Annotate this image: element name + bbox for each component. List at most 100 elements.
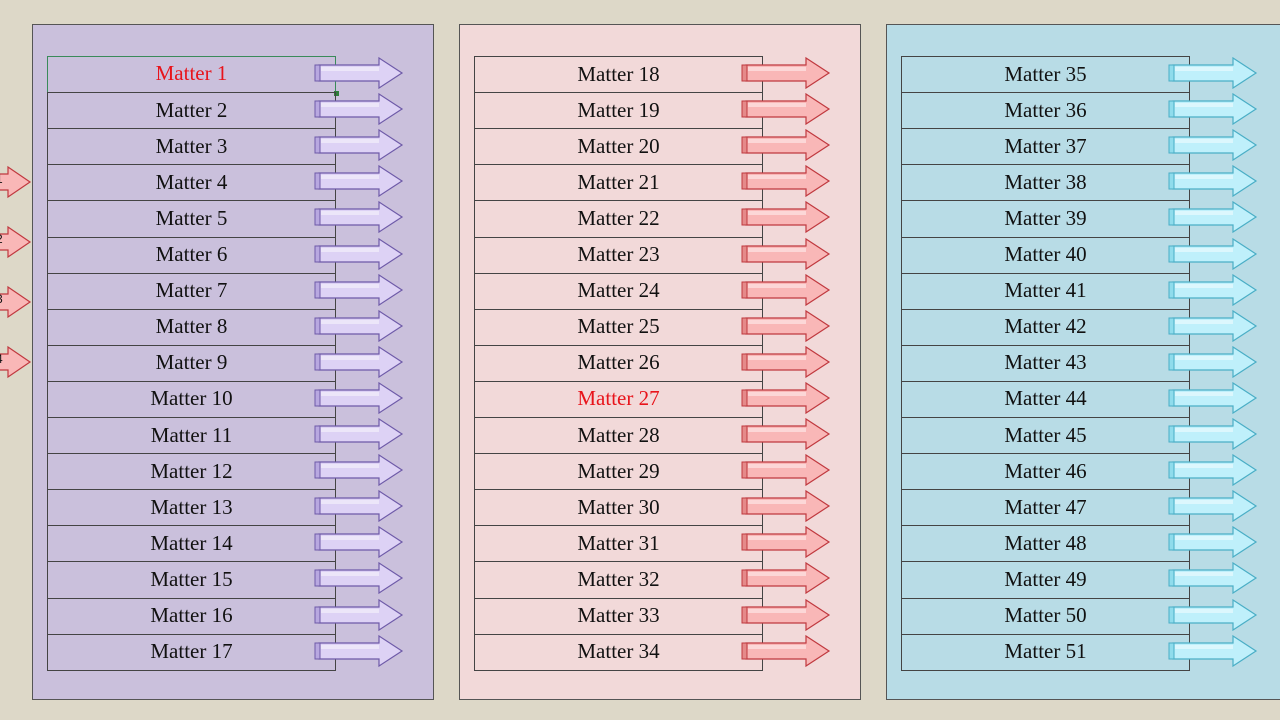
matter-arrow[interactable] [313, 236, 405, 272]
matter-cell[interactable]: Matter 20 [474, 128, 763, 166]
matter-arrow[interactable] [740, 344, 832, 380]
matter-cell[interactable]: Matter 36 [901, 92, 1190, 130]
matter-cell[interactable]: Matter 16 [47, 597, 336, 635]
matter-cell[interactable]: Matter 34 [474, 633, 763, 671]
matter-arrow[interactable] [740, 199, 832, 235]
matter-arrow[interactable] [1167, 199, 1259, 235]
matter-arrow[interactable] [313, 308, 405, 344]
matter-cell[interactable]: Matter 11 [47, 417, 336, 454]
matter-cell[interactable]: Matter 9 [47, 344, 336, 382]
matter-cell[interactable]: Matter 30 [474, 489, 763, 527]
matter-arrow[interactable] [313, 488, 405, 524]
matter-cell[interactable]: Matter 13 [47, 489, 336, 527]
matter-arrow[interactable] [740, 127, 832, 163]
matter-arrow[interactable] [740, 560, 832, 596]
matter-cell[interactable]: Matter 23 [474, 236, 763, 274]
matter-arrow[interactable] [313, 560, 405, 596]
matter-cell[interactable]: Matter 51 [901, 633, 1190, 671]
matter-cell[interactable]: Matter 35 [901, 56, 1190, 93]
matter-arrow[interactable] [1167, 344, 1259, 380]
matter-cell[interactable]: Matter 8 [47, 308, 336, 346]
matter-cell[interactable]: Matter 33 [474, 597, 763, 635]
matter-arrow[interactable] [313, 633, 405, 669]
matter-arrow[interactable] [740, 597, 832, 633]
matter-arrow[interactable] [1167, 55, 1259, 91]
matter-cell[interactable]: Matter 12 [47, 453, 336, 491]
matter-cell[interactable]: Matter 48 [901, 525, 1190, 563]
matter-cell[interactable]: Matter 26 [474, 344, 763, 382]
matter-arrow[interactable] [313, 272, 405, 308]
matter-cell[interactable]: Matter 39 [901, 200, 1190, 238]
matter-arrow[interactable] [1167, 416, 1259, 452]
matter-arrow[interactable] [1167, 163, 1259, 199]
matter-arrow[interactable] [740, 524, 832, 560]
matter-arrow[interactable] [1167, 380, 1259, 416]
matter-cell[interactable]: Matter 46 [901, 453, 1190, 491]
matter-arrow[interactable] [313, 344, 405, 380]
matter-arrow[interactable] [313, 524, 405, 560]
matter-arrow[interactable] [740, 272, 832, 308]
matter-arrow[interactable] [740, 380, 832, 416]
matter-arrow[interactable] [1167, 488, 1259, 524]
matter-cell[interactable]: Matter 14 [47, 525, 336, 563]
matter-cell[interactable]: Matter 25 [474, 308, 763, 346]
matter-arrow[interactable] [1167, 91, 1259, 127]
matter-cell[interactable]: Matter 15 [47, 561, 336, 599]
matter-arrow[interactable] [740, 91, 832, 127]
matter-cell[interactable]: Matter 29 [474, 453, 763, 491]
matter-cell[interactable]: Matter 4 [47, 164, 336, 202]
matter-arrow[interactable] [313, 380, 405, 416]
matter-cell[interactable]: Matter 44 [901, 380, 1190, 418]
matter-cell[interactable]: Matter 38 [901, 164, 1190, 202]
matter-arrow[interactable] [313, 416, 405, 452]
matter-arrow[interactable] [313, 597, 405, 633]
matter-cell[interactable]: Matter 6 [47, 236, 336, 274]
selection-handle[interactable] [334, 91, 339, 96]
matter-arrow[interactable] [1167, 524, 1259, 560]
matter-arrow[interactable] [313, 127, 405, 163]
matter-arrow[interactable] [740, 308, 832, 344]
matter-arrow[interactable] [1167, 633, 1259, 669]
matter-arrow[interactable] [313, 452, 405, 488]
matter-cell[interactable]: Matter 31 [474, 525, 763, 563]
matter-cell[interactable]: Matter 32 [474, 561, 763, 599]
matter-cell[interactable]: Matter 1 [47, 56, 339, 96]
matter-arrow[interactable] [1167, 236, 1259, 272]
matter-arrow[interactable] [740, 55, 832, 91]
matter-arrow[interactable] [740, 488, 832, 524]
matter-arrow[interactable] [313, 91, 405, 127]
matter-cell[interactable]: Matter 41 [901, 272, 1190, 310]
matter-arrow[interactable] [1167, 452, 1259, 488]
matter-cell[interactable]: Matter 21 [474, 164, 763, 202]
matter-arrow[interactable] [313, 55, 405, 91]
matter-cell[interactable]: Matter 19 [474, 92, 763, 130]
matter-cell[interactable]: Matter 27 [474, 380, 763, 418]
matter-cell[interactable]: Matter 37 [901, 128, 1190, 166]
matter-arrow[interactable] [1167, 560, 1259, 596]
matter-arrow[interactable] [740, 416, 832, 452]
matter-cell[interactable]: Matter 5 [47, 200, 336, 238]
matter-cell[interactable]: Matter 45 [901, 417, 1190, 454]
matter-cell[interactable]: Matter 49 [901, 561, 1190, 599]
matter-cell[interactable]: Matter 22 [474, 200, 763, 238]
matter-arrow[interactable] [740, 633, 832, 669]
matter-arrow[interactable] [740, 452, 832, 488]
matter-arrow[interactable] [313, 199, 405, 235]
matter-cell[interactable]: Matter 40 [901, 236, 1190, 274]
matter-arrow[interactable] [313, 163, 405, 199]
matter-cell[interactable]: Matter 50 [901, 597, 1190, 635]
matter-arrow[interactable] [1167, 597, 1259, 633]
matter-cell[interactable]: Matter 3 [47, 128, 336, 166]
matter-arrow[interactable] [1167, 127, 1259, 163]
matter-arrow[interactable] [1167, 272, 1259, 308]
matter-cell[interactable]: Matter 43 [901, 344, 1190, 382]
matter-cell[interactable]: Matter 2 [47, 92, 336, 130]
matter-cell[interactable]: Matter 10 [47, 380, 336, 418]
matter-cell[interactable]: Matter 47 [901, 489, 1190, 527]
matter-cell[interactable]: Matter 17 [47, 633, 336, 671]
matter-arrow[interactable] [1167, 308, 1259, 344]
matter-cell[interactable]: Matter 28 [474, 417, 763, 454]
matter-cell[interactable]: Matter 7 [47, 272, 336, 310]
matter-cell[interactable]: Matter 24 [474, 272, 763, 310]
matter-arrow[interactable] [740, 163, 832, 199]
